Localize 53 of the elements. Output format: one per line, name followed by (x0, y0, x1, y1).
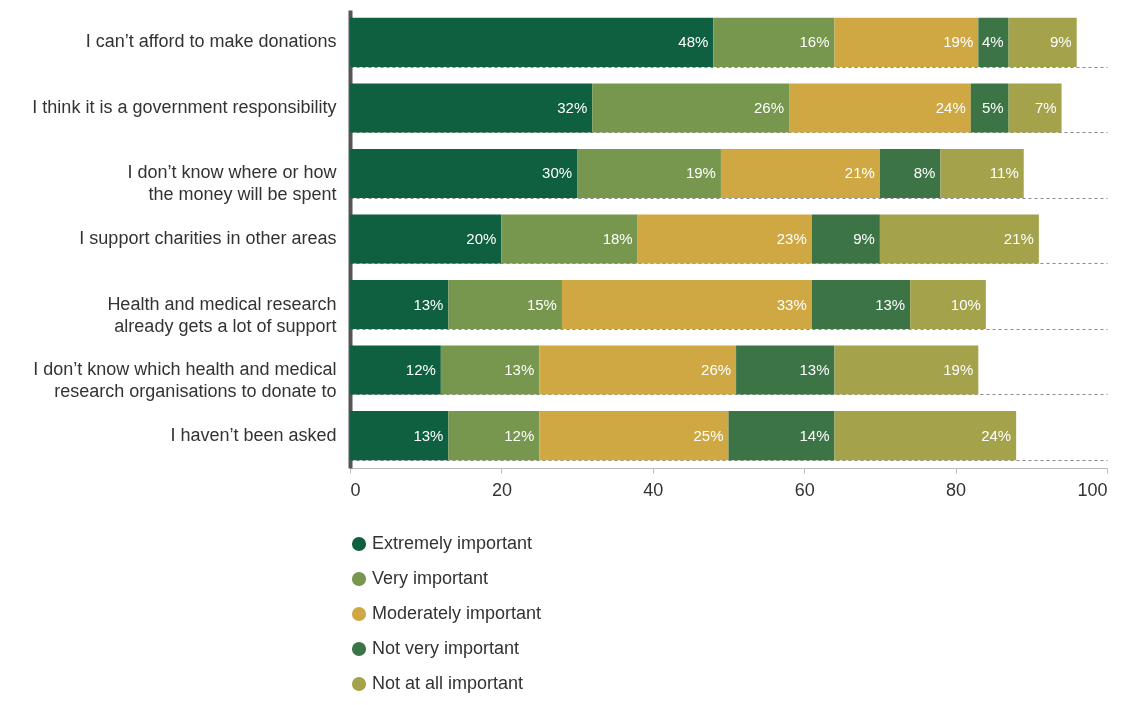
data-label: 9% (1050, 33, 1072, 51)
data-label: 13% (799, 361, 830, 379)
y-tick-label: I don’t know which health and medical research organisations to donate to (33, 359, 337, 402)
x-tick-label: 40 (643, 479, 664, 500)
data-label: 25% (693, 426, 724, 444)
data-label: 5% (981, 98, 1004, 116)
data-label: 19% (685, 164, 716, 182)
y-tick-label: I support charities in other areas (79, 228, 337, 248)
data-label: 19% (943, 33, 974, 51)
data-label: 12% (504, 426, 535, 444)
data-label: 9% (853, 230, 875, 247)
data-label: 20% (466, 230, 497, 247)
data-label: 48% (678, 33, 709, 51)
y-tick-label: I can’t afford to make donations (85, 31, 337, 52)
y-tick-label: I don’t know where or how the money will be spent (127, 162, 338, 205)
data-label: 21% (1003, 230, 1034, 247)
data-label: 26% (754, 98, 785, 116)
data-label: 24% (981, 426, 1012, 444)
data-label: 12% (405, 361, 436, 379)
data-label: 32% (557, 98, 588, 116)
y-tick-label: I haven’t been asked (170, 424, 337, 445)
data-label: 26% (701, 361, 732, 379)
data-label: 13% (875, 295, 906, 313)
data-label: 33% (776, 295, 807, 313)
x-tick-label: 60 (794, 479, 815, 500)
x-tick-label: 20 (491, 479, 512, 500)
legend-label: Moderately important (372, 603, 542, 623)
data-label: 13% (413, 295, 444, 313)
data-label: 24% (935, 98, 966, 116)
data-label: 8% (913, 164, 936, 182)
legend-label: Not very important (372, 638, 520, 658)
data-label: 23% (776, 230, 807, 247)
legend-label: Very important (372, 568, 489, 588)
data-label: 19% (943, 361, 974, 379)
data-label: 16% (799, 33, 830, 51)
x-tick-label: 80 (946, 479, 967, 500)
data-label: 14% (799, 426, 830, 444)
x-tick-label: 0 (350, 479, 361, 500)
x-tick-label: 100 (1077, 479, 1108, 500)
data-label: 10% (950, 295, 981, 313)
data-label: 4% (981, 33, 1004, 51)
data-label: 30% (542, 164, 573, 182)
data-label: 13% (504, 361, 535, 379)
y-tick-label: I think it is a government responsibility (32, 96, 337, 117)
data-label: 21% (844, 164, 875, 182)
data-label: 15% (526, 295, 557, 313)
data-label: 11% (989, 164, 1019, 182)
data-label: 18% (602, 230, 633, 247)
data-label: 7% (1034, 98, 1057, 116)
legend-label: Extremely important (372, 533, 533, 553)
y-tick-label: Health and medical research already gets a lot of support (107, 293, 337, 336)
data-label: 13% (413, 426, 444, 444)
legend-label: Not at all important (372, 673, 524, 693)
